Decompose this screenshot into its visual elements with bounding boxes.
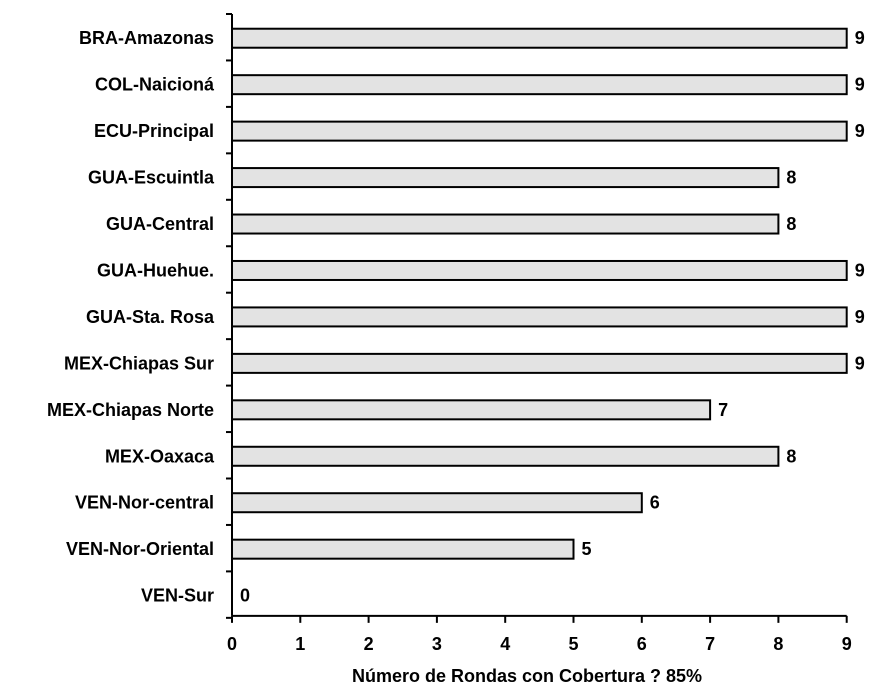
- value-label: 8: [786, 446, 796, 466]
- x-tick-label: 9: [842, 634, 852, 654]
- category-label: MEX-Oaxaca: [105, 446, 215, 466]
- value-label: 9: [855, 260, 865, 280]
- bar-4: [231, 213, 780, 235]
- y-axis-ticks-group: [226, 13, 232, 619]
- value-label: 6: [650, 493, 660, 513]
- category-label: VEN-Nor-central: [75, 493, 214, 513]
- x-tick-label: 1: [295, 634, 305, 654]
- x-tick-label: 0: [227, 634, 237, 654]
- value-label: 9: [855, 121, 865, 141]
- category-label: COL-Naicioná: [95, 75, 215, 95]
- category-label: VEN-Nor-Oriental: [66, 539, 214, 559]
- bar-3: [231, 167, 780, 189]
- bar-6: [231, 306, 848, 328]
- x-tick-label: 8: [773, 634, 783, 654]
- bar-0: [231, 27, 848, 49]
- x-tick-label: 5: [568, 634, 578, 654]
- category-label: GUA-Central: [106, 214, 214, 234]
- category-label: MEX-Chiapas Norte: [47, 400, 214, 420]
- category-label: GUA-Escuintla: [88, 168, 215, 188]
- x-tick-label: 4: [500, 634, 510, 654]
- value-label: 9: [855, 75, 865, 95]
- category-label: ECU-Principal: [94, 121, 214, 141]
- value-label: 0: [240, 586, 250, 606]
- category-label: GUA-Sta. Rosa: [86, 307, 215, 327]
- category-label: BRA-Amazonas: [79, 28, 214, 48]
- x-axis-label: Número de Rondas con Cobertura ? 85%: [352, 666, 702, 686]
- bar-11: [231, 538, 575, 560]
- x-tick-label: 2: [364, 634, 374, 654]
- category-label: GUA-Huehue.: [97, 260, 214, 280]
- x-axis-ticks-group: 0 1 2 3 4 5 6 7 8 9: [227, 615, 852, 654]
- category-label: VEN-Sur: [141, 586, 214, 606]
- value-label: 9: [855, 307, 865, 327]
- value-label: 5: [582, 539, 592, 559]
- category-label: MEX-Chiapas Sur: [64, 353, 214, 373]
- bar-7: [231, 352, 848, 374]
- value-label: 8: [786, 214, 796, 234]
- category-labels-group: BRA-Amazonas COL-Naicioná ECU-Principal GUA…: [47, 28, 215, 605]
- value-label: 9: [855, 28, 865, 48]
- bar-10: [231, 492, 643, 514]
- bar-5: [231, 259, 848, 281]
- x-tick-label: 7: [705, 634, 715, 654]
- value-label: 8: [786, 168, 796, 188]
- value-label: 7: [718, 400, 728, 420]
- x-tick-label: 3: [432, 634, 442, 654]
- bar-8: [231, 399, 712, 421]
- bar-1: [231, 74, 848, 96]
- value-label: 9: [855, 353, 865, 373]
- value-labels-group: 9 9 9 8 8 9 9 9 7 8 6 5 0: [240, 28, 865, 605]
- bar-2: [231, 120, 848, 142]
- x-tick-label: 6: [637, 634, 647, 654]
- bar-9: [231, 445, 780, 467]
- bars-group: [231, 27, 848, 560]
